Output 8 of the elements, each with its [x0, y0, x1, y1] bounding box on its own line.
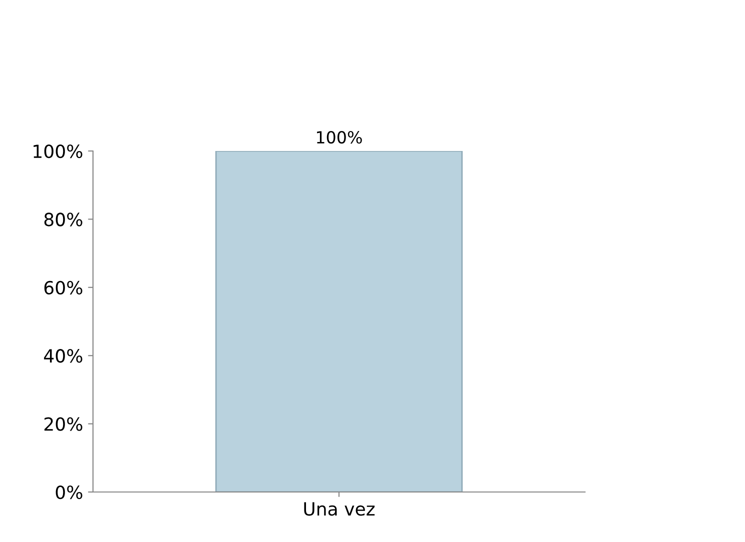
y-tick-label: 40%	[44, 349, 82, 363]
y-tick-label: 0%	[56, 485, 82, 500]
y-tick-label: 20%	[44, 417, 82, 431]
y-tick-label: 80%	[44, 212, 82, 226]
x-tick-label: Una vez	[304, 502, 375, 516]
data-label: 100%	[317, 130, 362, 144]
y-tick-label: 100%	[34, 144, 82, 158]
y-tick-label: 60%	[44, 280, 82, 295]
